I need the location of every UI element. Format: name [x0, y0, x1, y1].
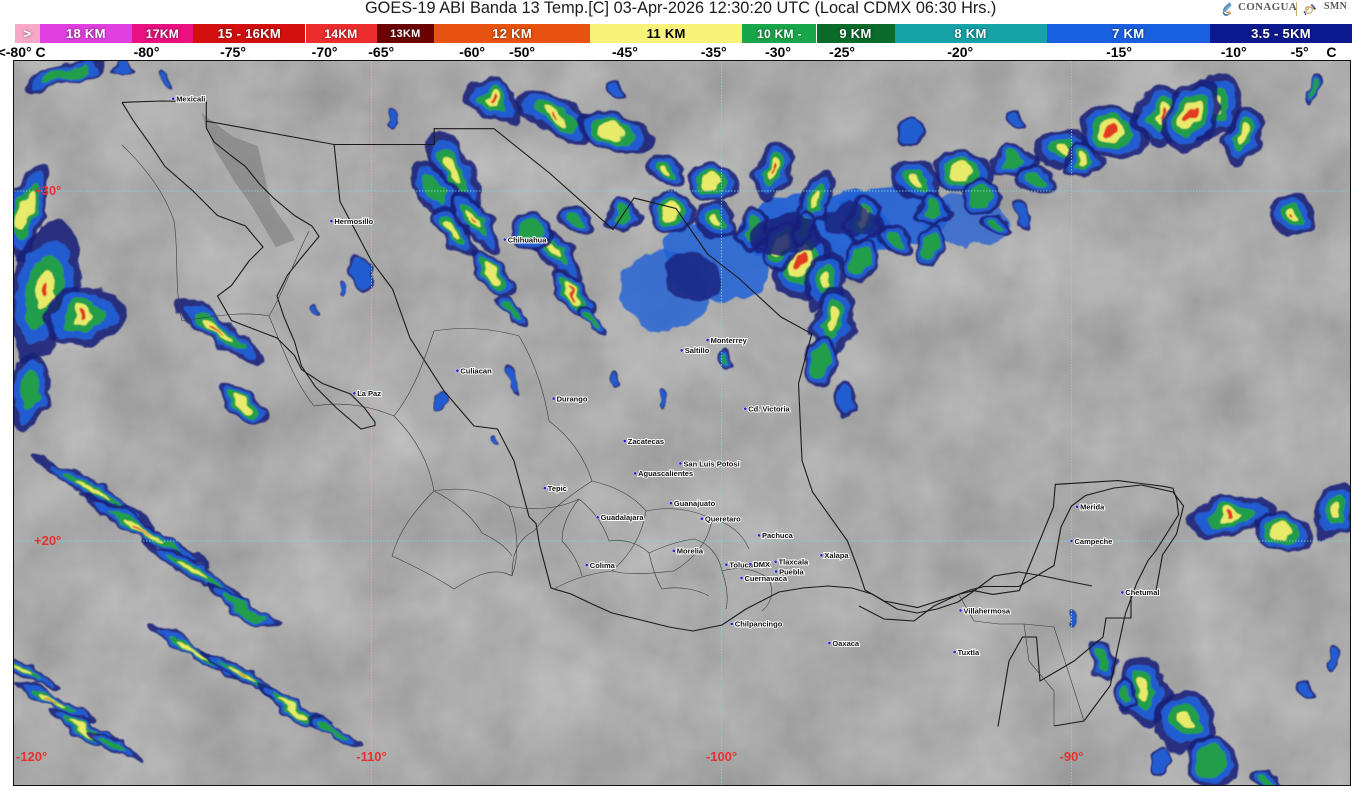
svg-text:DMX: DMX	[753, 560, 770, 569]
svg-text:Campeche: Campeche	[1075, 537, 1113, 546]
svg-text:Colima: Colima	[590, 561, 616, 570]
svg-text:Tepic: Tepic	[548, 484, 567, 493]
svg-text:-110°: -110°	[356, 749, 387, 764]
svg-text:Queretaro: Queretaro	[705, 515, 741, 524]
svg-text:Tlaxcala: Tlaxcala	[779, 558, 809, 567]
svg-text:Villahermosa: Villahermosa	[964, 606, 1011, 615]
svg-text:Cd. Victoria: Cd. Victoria	[748, 405, 790, 414]
svg-text:Xalapa: Xalapa	[824, 551, 849, 560]
svg-text:Culiacan: Culiacan	[460, 367, 492, 376]
svg-text:Durango: Durango	[557, 394, 588, 403]
svg-text:Mexicali: Mexicali	[176, 95, 205, 104]
svg-text:Pachuca: Pachuca	[762, 531, 794, 540]
svg-text:+30°: +30°	[34, 183, 61, 198]
svg-text:-90°: -90°	[1060, 749, 1084, 764]
svg-text:Cuernavaca: Cuernavaca	[745, 574, 788, 583]
svg-text:-120°: -120°	[16, 749, 47, 764]
svg-text:Hermosillo: Hermosillo	[334, 217, 373, 226]
svg-text:Merida: Merida	[1080, 503, 1105, 512]
svg-text:Chilpancingo: Chilpancingo	[735, 620, 783, 629]
svg-text:Guanajuato: Guanajuato	[674, 499, 716, 508]
svg-text:San Luis Potosi: San Luis Potosi	[683, 459, 739, 468]
svg-text:Monterrey: Monterrey	[711, 336, 748, 345]
svg-text:Morelia: Morelia	[677, 547, 704, 556]
svg-text:Tuxtla: Tuxtla	[958, 648, 980, 657]
svg-text:Aguascalientes: Aguascalientes	[638, 469, 693, 478]
svg-text:Saltillo: Saltillo	[685, 346, 710, 355]
svg-text:+20°: +20°	[34, 533, 61, 548]
svg-text:Chihuahua: Chihuahua	[508, 235, 548, 244]
svg-text:Guadalajara: Guadalajara	[601, 513, 645, 522]
svg-text:Oaxaca: Oaxaca	[832, 639, 860, 648]
svg-text:La Paz: La Paz	[357, 389, 381, 398]
svg-text:-100°: -100°	[706, 749, 737, 764]
svg-text:Zacatecas: Zacatecas	[628, 437, 664, 446]
svg-text:Chetumal: Chetumal	[1125, 588, 1159, 597]
